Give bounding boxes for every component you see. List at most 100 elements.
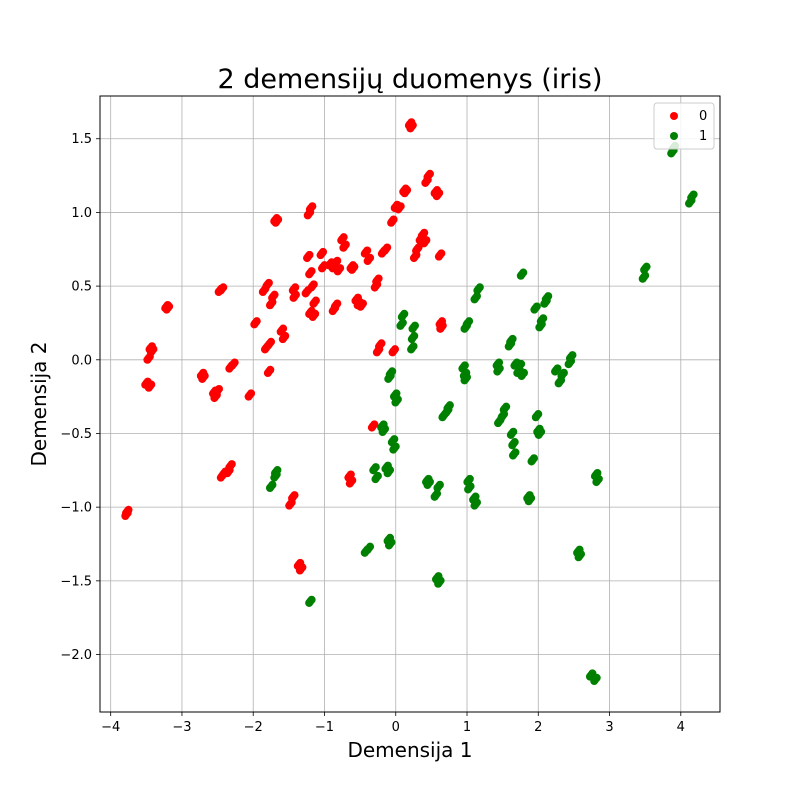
data-point-series-0 bbox=[305, 205, 314, 214]
data-point-series-0 bbox=[271, 218, 280, 227]
data-point-series-0 bbox=[363, 257, 372, 266]
data-point-series-0 bbox=[225, 463, 234, 472]
data-point-series-0 bbox=[308, 313, 317, 322]
data-point-series-0 bbox=[265, 301, 274, 310]
legend-label-0: 0 bbox=[699, 109, 707, 124]
data-point-series-1 bbox=[516, 271, 525, 280]
data-point-series-0 bbox=[387, 218, 396, 227]
data-point-series-0 bbox=[317, 264, 326, 273]
y-axis: −2.0 −1.5 −1.0 −0.5 0.0 0.5 1.0 1.5 bbox=[60, 132, 100, 663]
data-point-series-0 bbox=[394, 205, 403, 214]
data-point-series-0 bbox=[198, 374, 207, 383]
x-tick-label: 4 bbox=[677, 720, 685, 735]
data-point-series-0 bbox=[388, 348, 397, 357]
data-point-series-0 bbox=[412, 246, 421, 255]
data-point-series-0 bbox=[419, 239, 428, 248]
data-point-series-0 bbox=[263, 369, 272, 378]
chart-title: 2 demensijų duomenys (iris) bbox=[218, 64, 603, 95]
data-point-series-1 bbox=[371, 475, 380, 484]
x-tick-label: 1 bbox=[463, 720, 471, 735]
data-point-series-0 bbox=[339, 243, 348, 252]
data-point-series-1 bbox=[551, 367, 560, 376]
x-tick-label: 2 bbox=[534, 720, 542, 735]
data-point-series-1 bbox=[460, 376, 469, 385]
data-point-series-0 bbox=[295, 566, 304, 575]
data-point-series-0 bbox=[285, 501, 294, 510]
data-point-series-0 bbox=[434, 252, 443, 261]
y-tick-label: 1.5 bbox=[71, 132, 92, 147]
data-point-series-0 bbox=[262, 282, 271, 291]
data-point-series-1 bbox=[508, 441, 517, 450]
data-point-series-0 bbox=[162, 305, 171, 314]
data-point-series-0 bbox=[333, 267, 342, 276]
data-point-series-1 bbox=[531, 413, 540, 422]
data-point-series-1 bbox=[494, 419, 503, 428]
data-point-series-0 bbox=[212, 388, 221, 397]
data-point-series-1 bbox=[530, 305, 539, 314]
x-tick-label: −4 bbox=[101, 720, 120, 735]
data-point-series-0 bbox=[347, 265, 356, 274]
data-point-series-0 bbox=[345, 479, 354, 488]
data-point-series-1 bbox=[434, 579, 443, 588]
data-point-series-1 bbox=[517, 372, 526, 380]
data-point-series-0 bbox=[268, 293, 277, 302]
data-point-series-1 bbox=[470, 501, 479, 510]
data-point-series-0 bbox=[264, 341, 273, 350]
data-point-series-1 bbox=[470, 295, 479, 304]
data-point-series-1 bbox=[541, 295, 550, 304]
data-point-series-1 bbox=[464, 485, 473, 494]
legend-marker-1 bbox=[670, 132, 678, 140]
data-point-series-0 bbox=[305, 270, 314, 279]
data-point-series-0 bbox=[301, 289, 310, 298]
data-point-series-1 bbox=[430, 492, 439, 501]
data-point-series-0 bbox=[330, 302, 339, 311]
data-point-series-0 bbox=[278, 335, 287, 344]
data-point-series-1 bbox=[508, 451, 517, 460]
data-point-series-0 bbox=[143, 355, 152, 364]
data-point-series-0 bbox=[356, 302, 365, 311]
data-point-series-1 bbox=[590, 677, 599, 686]
data-point-series-1 bbox=[397, 313, 406, 322]
data-point-series-1 bbox=[384, 541, 393, 550]
data-point-series-0 bbox=[288, 494, 297, 503]
data-point-series-1 bbox=[363, 545, 372, 554]
legend-frame bbox=[653, 102, 715, 150]
data-point-series-1 bbox=[389, 445, 398, 454]
x-tick-label: −1 bbox=[315, 720, 334, 735]
y-tick-label: −1.0 bbox=[60, 501, 92, 516]
y-tick-label: 0.0 bbox=[71, 353, 92, 368]
data-point-series-1 bbox=[506, 430, 515, 439]
x-axis: −4 −3 −2 −1 0 1 2 3 4 bbox=[101, 712, 685, 735]
data-point-series-0 bbox=[303, 254, 312, 263]
y-axis-label: Demensija 2 bbox=[27, 341, 51, 466]
data-point-series-0 bbox=[367, 423, 376, 432]
data-point-series-1 bbox=[391, 398, 400, 407]
data-point-series-1 bbox=[565, 354, 574, 363]
data-point-series-0 bbox=[144, 383, 153, 392]
data-point-series-1 bbox=[305, 598, 314, 607]
data-point-series-1 bbox=[638, 274, 647, 283]
y-tick-label: −2.0 bbox=[60, 648, 92, 663]
data-point-series-0 bbox=[146, 348, 155, 357]
data-point-series-0 bbox=[423, 173, 432, 182]
data-point-series-1 bbox=[514, 363, 523, 372]
data-point-series-0 bbox=[228, 361, 237, 370]
data-point-series-1 bbox=[554, 379, 563, 388]
data-point-series-1 bbox=[534, 430, 543, 439]
data-point-series-1 bbox=[687, 193, 696, 202]
data-point-series-0 bbox=[406, 124, 415, 133]
data-point-series-0 bbox=[309, 299, 318, 308]
data-point-series-1 bbox=[592, 478, 601, 487]
data-point-series-0 bbox=[409, 254, 418, 263]
data-point-series-0 bbox=[400, 189, 409, 198]
data-point-series-0 bbox=[250, 320, 259, 329]
data-point-series-0 bbox=[307, 283, 316, 292]
x-tick-label: −2 bbox=[244, 720, 263, 735]
data-point-series-1 bbox=[265, 484, 274, 492]
x-tick-label: 3 bbox=[605, 720, 613, 735]
y-tick-label: −1.5 bbox=[60, 574, 92, 589]
y-tick-label: 1.0 bbox=[71, 206, 92, 221]
data-point-series-1 bbox=[408, 324, 417, 333]
data-point-series-1 bbox=[443, 404, 452, 413]
data-point-series-0 bbox=[435, 320, 444, 329]
